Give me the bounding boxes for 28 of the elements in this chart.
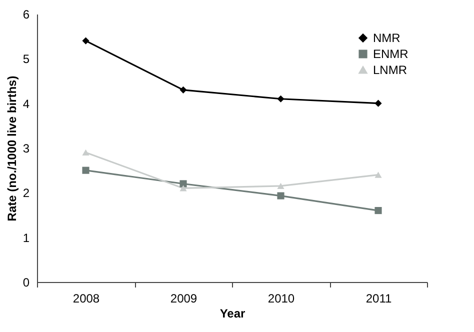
y-tick-label: 3 (22, 142, 30, 156)
point (180, 185, 187, 192)
legend-label: NMR (373, 31, 401, 45)
y-tick-label: 6 (22, 8, 30, 22)
y-axis-title: Rate (no./1000 live births) (4, 76, 19, 222)
y-tick-label: 0 (22, 276, 30, 290)
point (82, 166, 90, 174)
legend-label: ENMR (373, 47, 409, 61)
point (82, 149, 90, 156)
legend-label: LNMR (373, 63, 408, 77)
point (374, 100, 382, 107)
y-tick-label: 5 (22, 52, 30, 66)
point (82, 37, 90, 44)
x-tick-label: 2008 (72, 292, 100, 306)
point (180, 180, 187, 188)
y-tick-label: 4 (22, 96, 30, 111)
x-axis-title: Year (220, 306, 246, 320)
point (277, 95, 284, 102)
y-tick-label: 2 (22, 186, 30, 200)
x-tick-label: 2011 (366, 292, 392, 306)
point (374, 172, 382, 178)
x-tick-label: 2010 (268, 292, 295, 306)
point (277, 192, 284, 200)
point (374, 206, 382, 214)
point (277, 182, 284, 190)
point (180, 86, 187, 94)
y-tick-label: 1 (22, 230, 30, 245)
x-tick-label: 2009 (170, 292, 198, 306)
